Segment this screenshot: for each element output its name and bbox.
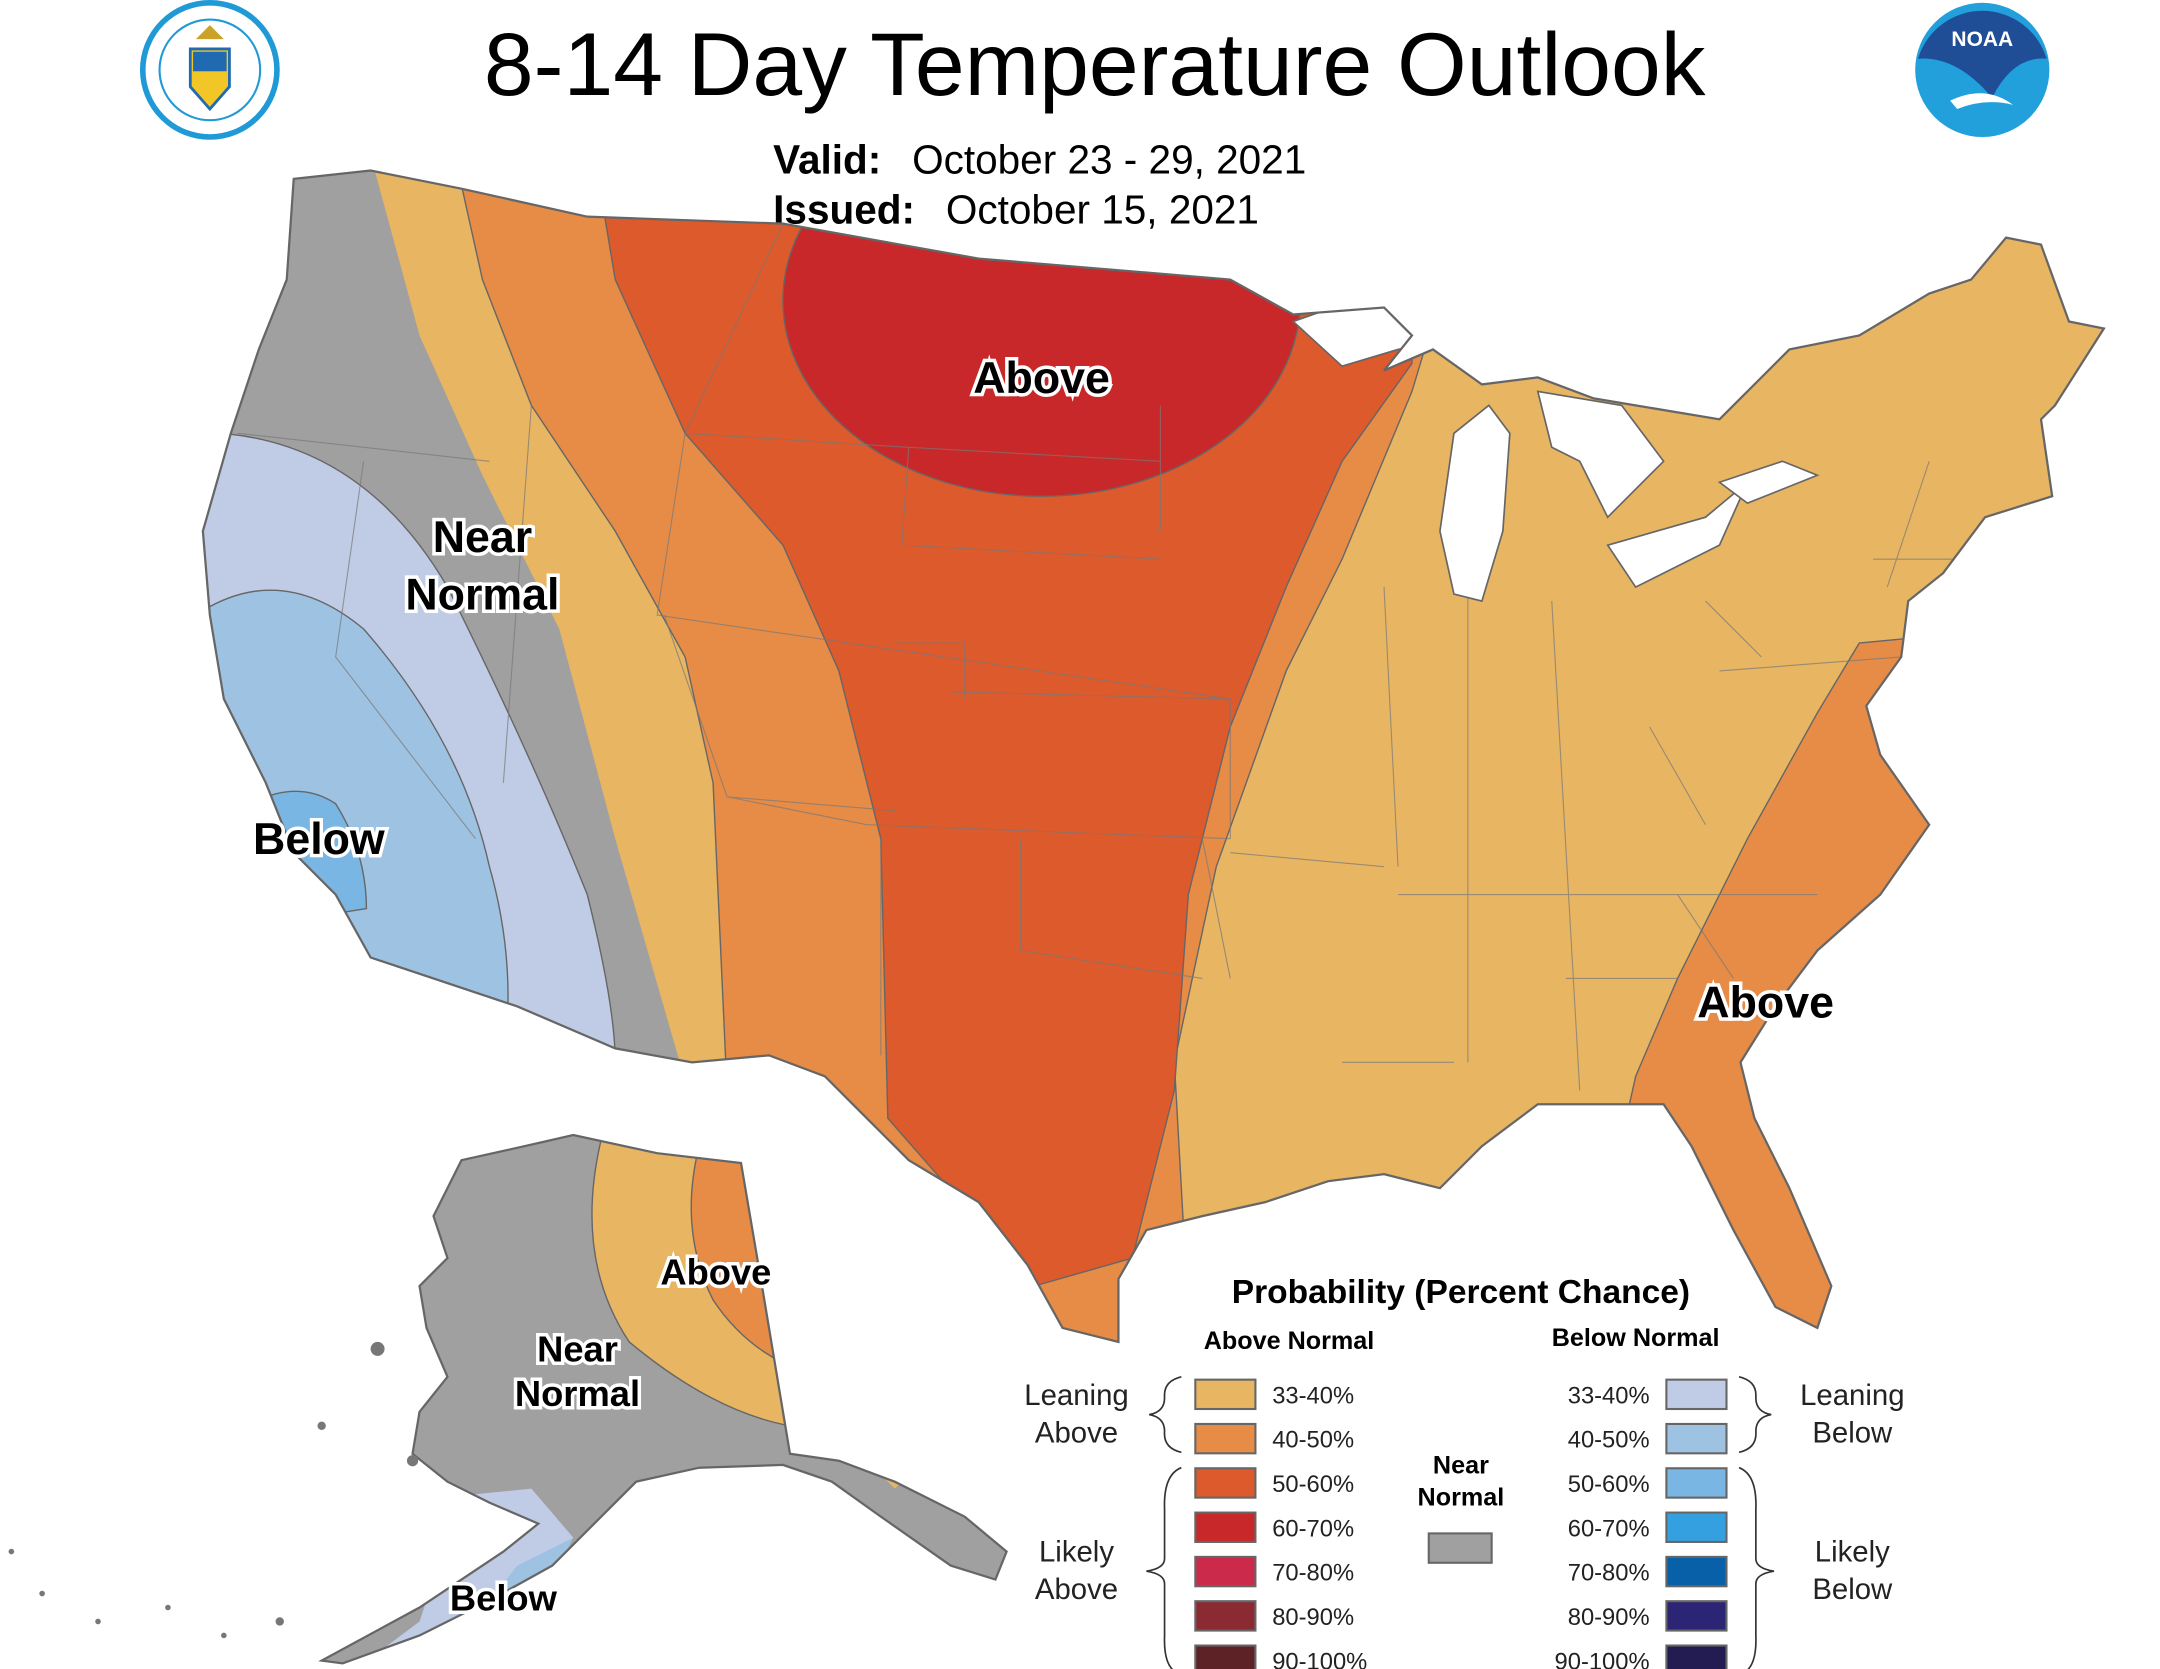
legend-swatch-above-3: [1194, 1511, 1257, 1543]
valid-value: October 23 - 29, 2021: [912, 136, 1306, 182]
label-ak-near-normal-line1: Near: [537, 1328, 618, 1369]
legend-above-header: Above Normal: [1204, 1327, 1375, 1355]
legend-label-below-4: 70-80%: [1568, 1560, 1650, 1587]
label-below-west: Below: [253, 815, 385, 864]
legend-label-below-0: 33-40%: [1568, 1382, 1650, 1409]
legend-leaning-below-line2: Below: [1812, 1417, 1893, 1450]
label-above-southeast: Above: [1697, 979, 1834, 1028]
label-ak-above: Above: [660, 1252, 771, 1293]
legend-likely-above-line1: Likely: [1039, 1535, 1114, 1568]
legend-label-below-3: 60-70%: [1568, 1515, 1650, 1542]
legend-label-below-5: 80-90%: [1568, 1604, 1650, 1631]
legend-label-above-0: 33-40%: [1272, 1382, 1354, 1409]
legend-swatch-below-0: [1665, 1378, 1728, 1411]
legend-swatch-above-1: [1194, 1422, 1257, 1455]
legend-title: Probability (Percent Chance): [1232, 1274, 1690, 1311]
legend-leaning-above-line2: Above: [1035, 1417, 1118, 1450]
alaska-outline: [318, 1133, 1008, 1665]
commerce-seal-logo: [139, 0, 280, 140]
noaa-logo: NOAA: [1915, 2, 2050, 137]
legend-label-below-6: 90-100%: [1555, 1648, 1650, 1669]
legend-label-above-4: 70-80%: [1272, 1560, 1354, 1587]
legend-label-below-2: 50-60%: [1568, 1471, 1650, 1498]
noaa-logo-text: NOAA: [1951, 28, 2013, 51]
legend-likely-below-line2: Below: [1812, 1573, 1893, 1606]
legend-likely-above-line2: Above: [1035, 1573, 1118, 1606]
issued-label: Issued:: [773, 187, 915, 233]
legend-near-normal-line2: Normal: [1418, 1483, 1505, 1511]
legend-label-above-5: 80-90%: [1272, 1604, 1354, 1631]
page-title: 8-14 Day Temperature Outlook: [484, 14, 1706, 114]
legend-likely-below-line1: Likely: [1815, 1535, 1890, 1568]
label-above-north: Above: [973, 354, 1110, 403]
valid-label: Valid:: [773, 136, 881, 182]
label-near-normal-line2: Normal: [405, 570, 559, 619]
issued-value: October 15, 2021: [946, 187, 1259, 233]
legend-label-above-1: 40-50%: [1272, 1427, 1354, 1454]
legend-swatch-below-2: [1665, 1467, 1728, 1499]
legend-swatch-below-6: [1665, 1644, 1728, 1669]
legend-near-normal-line1: Near: [1433, 1451, 1489, 1479]
legend-leaning-above-line1: Leaning: [1024, 1379, 1128, 1412]
legend-swatch-above-0: [1194, 1378, 1257, 1411]
conus-map: [202, 170, 2104, 1342]
legend-swatch-below-3: [1665, 1511, 1728, 1543]
label-ak-near-normal-line2: Normal: [515, 1373, 640, 1414]
legend-leaning-below-line1: Leaning: [1800, 1379, 1904, 1412]
legend-swatch-above-6: [1194, 1644, 1257, 1669]
valid-date: Valid: October 23 - 29, 2021: [773, 136, 1306, 182]
issued-date: Issued: October 15, 2021: [773, 187, 1259, 233]
aleutian-islands: [8, 1341, 419, 1639]
legend-braces: [1146, 1376, 1775, 1669]
legend-label-above-3: 60-70%: [1272, 1515, 1354, 1542]
legend-swatch-below-5: [1665, 1600, 1728, 1632]
legend-label-above-6: 90-100%: [1272, 1648, 1367, 1669]
legend-swatch-below-4: [1665, 1555, 1728, 1588]
legend: Probability (Percent Chance) Above Norma…: [1024, 1274, 1905, 1669]
label-ak-below: Below: [450, 1577, 558, 1618]
conus-outline: [201, 169, 2106, 1344]
legend-below-header: Below Normal: [1552, 1324, 1720, 1352]
state-borders: [237, 223, 2014, 1091]
legend-label-below-1: 40-50%: [1568, 1427, 1650, 1454]
legend-swatch-below-1: [1665, 1422, 1728, 1455]
legend-label-above-2: 50-60%: [1272, 1471, 1354, 1498]
label-near-normal-line1: Near: [433, 513, 532, 562]
alaska-map: [321, 1135, 1007, 1664]
legend-near-normal-swatch: [1427, 1532, 1493, 1564]
legend-swatch-above-2: [1194, 1467, 1257, 1499]
legend-swatch-above-4: [1194, 1555, 1257, 1588]
legend-swatch-above-5: [1194, 1600, 1257, 1632]
